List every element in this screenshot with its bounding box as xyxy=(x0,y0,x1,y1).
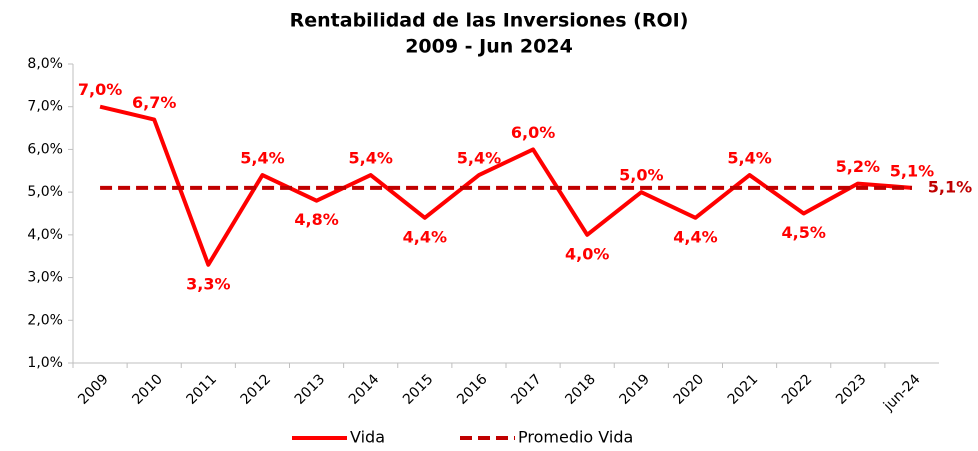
series-line xyxy=(99,104,913,267)
data-label: 6,0% xyxy=(511,123,555,142)
data-label: 5,4% xyxy=(349,149,393,168)
data-label: 4,8% xyxy=(294,210,338,229)
x-tick-label: 2022 xyxy=(779,371,816,408)
data-label: 4,5% xyxy=(782,223,826,242)
data-label: 7,0% xyxy=(78,80,122,99)
y-tick-label: 4,0% xyxy=(27,227,63,243)
y-tick-label: 7,0% xyxy=(27,99,63,115)
y-tick-label: 2,0% xyxy=(27,312,63,328)
x-tick-label: 2018 xyxy=(562,371,599,408)
chart-subtitle: 2009 - Jun 2024 xyxy=(405,36,573,58)
x-tick-label: 2011 xyxy=(183,371,220,408)
y-tick-label: 1,0% xyxy=(27,355,63,371)
chart-title: Rentabilidad de las Inversiones (ROI) xyxy=(290,10,689,32)
data-label: 3,3% xyxy=(186,274,230,293)
y-tick-label: 5,0% xyxy=(27,184,63,200)
y-tick-label: 8,0% xyxy=(27,56,63,72)
data-label: 5,1% xyxy=(890,161,934,180)
data-label: 5,4% xyxy=(457,149,501,168)
legend-label: Vida xyxy=(350,428,385,447)
data-label: 5,0% xyxy=(619,166,663,185)
data-label: 6,7% xyxy=(132,93,176,112)
data-label: 4,4% xyxy=(403,227,447,246)
x-tick-label: 2019 xyxy=(616,371,653,408)
x-tick-label: 2015 xyxy=(400,371,437,408)
y-tick-label: 3,0% xyxy=(27,270,63,286)
x-tick-label: jun-24 xyxy=(880,371,924,415)
x-tick-label: 2010 xyxy=(129,371,166,408)
x-tick-label: 2012 xyxy=(238,371,275,408)
x-tick-label: 2017 xyxy=(508,371,545,408)
y-tick-label: 6,0% xyxy=(27,141,63,157)
x-tick-label: 2020 xyxy=(671,371,708,408)
legend-label: Promedio Vida xyxy=(518,428,633,447)
x-tick-label: 2023 xyxy=(833,371,870,408)
x-tick-label: 2014 xyxy=(346,371,383,408)
data-label: 5,1% xyxy=(928,177,972,196)
x-tick-label: 2016 xyxy=(454,371,491,408)
data-label: 5,2% xyxy=(836,157,880,176)
data-label: 5,4% xyxy=(727,149,771,168)
data-label: 5,4% xyxy=(240,149,284,168)
x-tick-label: 2009 xyxy=(75,371,112,408)
x-tick-label: 2021 xyxy=(725,371,762,408)
x-tick-label: 2013 xyxy=(292,371,329,408)
data-label: 4,4% xyxy=(673,227,717,246)
data-label: 4,0% xyxy=(565,244,609,263)
